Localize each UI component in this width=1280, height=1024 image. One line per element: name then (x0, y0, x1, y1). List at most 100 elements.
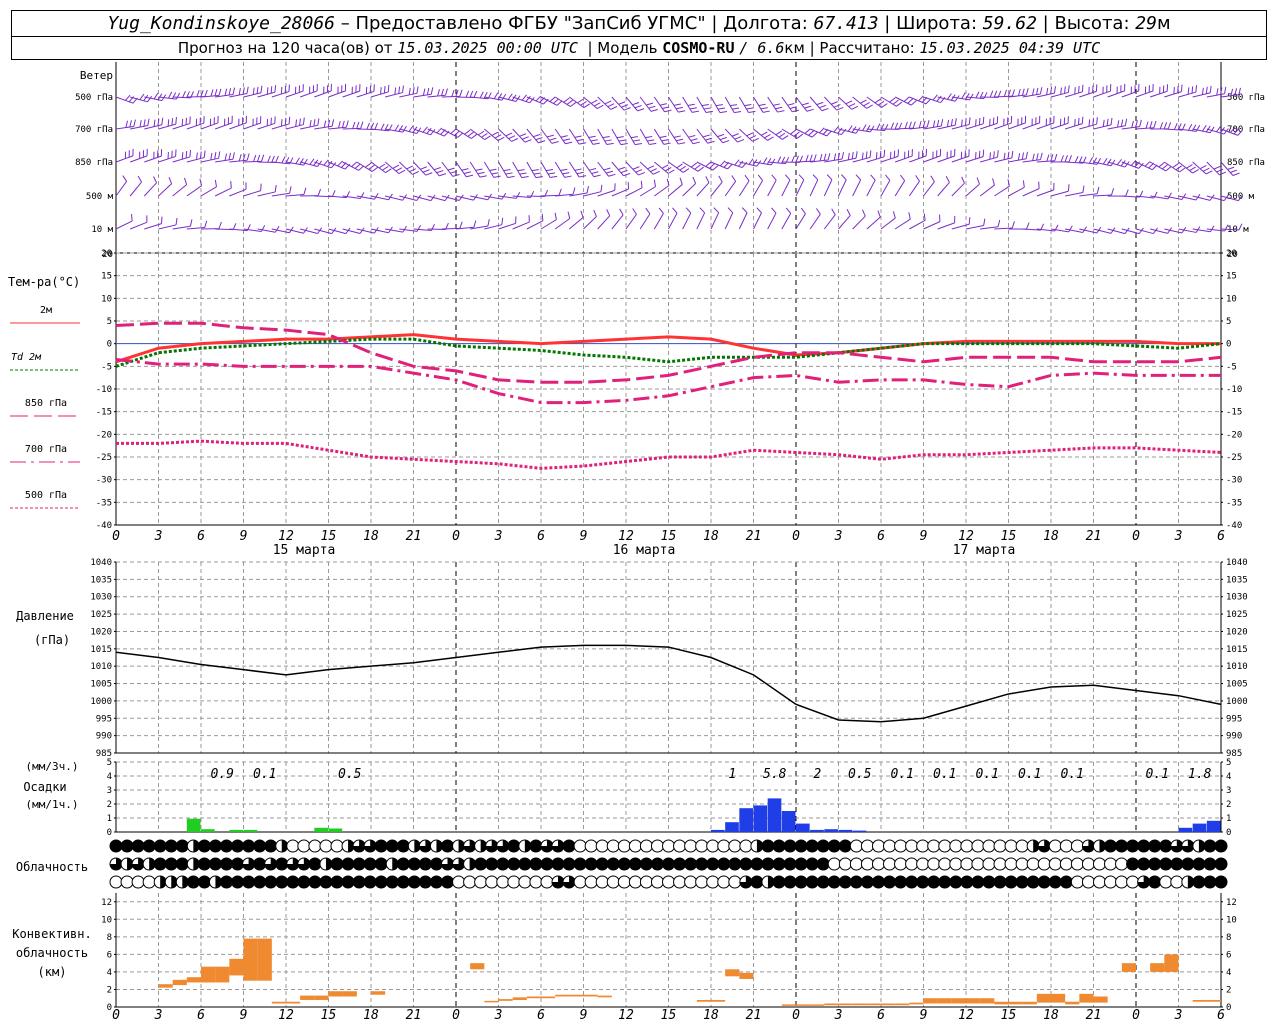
wind-barb-feather (535, 176, 543, 179)
wind-barb-feather (757, 174, 763, 181)
cloud-cover-symbol (1181, 839, 1195, 853)
wind-barb-feather (1172, 163, 1179, 168)
wind-barb (342, 161, 365, 171)
wind-barb-feather (1167, 122, 1172, 130)
cloud-circle (761, 839, 775, 853)
cloud-cover-symbol (816, 857, 830, 871)
cloud-circle (772, 875, 786, 889)
wind-barb-feather (621, 104, 629, 108)
cloud-cover-symbol (1059, 875, 1073, 889)
wind-barb (158, 149, 177, 163)
conv-bar (342, 991, 357, 997)
wind-barb (583, 184, 603, 197)
wind-barb-feather (862, 124, 867, 131)
wind-barb-feather (638, 171, 646, 176)
wind-level-label-left: 500 гПа (75, 93, 113, 103)
wind-barb (555, 187, 576, 197)
cloud-cover-symbol (109, 839, 123, 853)
wind-barb-feather (663, 142, 671, 145)
wind-barb-feather (590, 99, 598, 104)
cloud-cover-symbol (805, 839, 819, 853)
conv-ytick-left: 4 (107, 968, 112, 978)
cloud-cover-symbol (960, 839, 974, 853)
pressure-ytick-right: 990 (1226, 732, 1242, 742)
cloud-circle (1159, 875, 1173, 889)
cloud-circle (938, 839, 952, 853)
precip-bar (725, 822, 739, 832)
wind-barb-feather (242, 87, 245, 95)
wind-barb-feather (467, 131, 474, 137)
wind-barb (370, 161, 392, 174)
cloud-circle (1081, 875, 1095, 889)
wind-barb-shaft (243, 122, 261, 130)
wind-barb-shaft (880, 155, 899, 163)
wind-barb-shaft (682, 212, 692, 230)
temp-ytick-left: 5 (107, 317, 112, 327)
wind-barb-shaft (129, 155, 148, 163)
wind-barb-feather (1153, 120, 1157, 128)
header-forecast-row: Прогноз на 120 часа(ов) от 15.03.2025 00… (177, 39, 1101, 57)
wind-barb-shaft (866, 128, 885, 132)
wind-barb-feather (623, 107, 631, 111)
wind-barb-shaft (1178, 228, 1197, 233)
wind-barb-shaft (1220, 195, 1239, 202)
wind-barb-shaft (356, 228, 375, 234)
cloud-cover-symbol (739, 857, 753, 871)
cloud-circle (684, 875, 698, 889)
cloud-cover-symbol (1104, 857, 1117, 871)
cloud-circle (1170, 875, 1184, 889)
wind-barb-shaft (498, 161, 509, 178)
wind-barb-feather (653, 170, 660, 175)
cloud-cover-symbol (242, 839, 256, 853)
cloud-cover-symbol (606, 839, 620, 853)
precip-sum-label: 2 (813, 767, 821, 782)
wind-barb-shaft (441, 95, 460, 98)
cloud-circle (131, 875, 145, 889)
cloud-fill (132, 858, 145, 870)
cloud-circle (1048, 857, 1062, 871)
wind-barb (838, 208, 851, 230)
cloud-cover-symbol (938, 839, 952, 853)
conv-ytick-left: 0 (107, 1003, 112, 1013)
pressure-ytick-right: 985 (1226, 749, 1242, 759)
cloud-circle (1070, 875, 1084, 889)
conv-bar (526, 996, 541, 999)
cloud-cover-symbol (551, 839, 565, 853)
wind-barb (611, 208, 624, 230)
wind-barb (172, 177, 188, 197)
wind-barb (540, 128, 559, 144)
wind-barb (498, 93, 521, 102)
cloud-cover-symbol (883, 875, 896, 889)
cloud-cover-symbol (529, 875, 543, 889)
wind-barb-shaft (441, 128, 459, 138)
wind-barb-shaft (484, 224, 502, 230)
wind-barb (229, 153, 250, 163)
wind-barb-shaft (158, 155, 176, 163)
conv-xtick: 9 (240, 1008, 248, 1023)
wind-barb-feather (926, 120, 930, 128)
cloud-circle (739, 857, 753, 871)
cloud-circle (1159, 857, 1173, 871)
wind-barb-shaft (243, 190, 261, 197)
wind-barb (214, 115, 233, 130)
wind-barb-feather (903, 96, 910, 102)
wind-barb-shaft (342, 195, 361, 199)
conv-bar (1079, 993, 1094, 1003)
cloud-fill (264, 858, 277, 870)
wind-barb (1050, 225, 1073, 233)
station-name: Yug_Kondinskoye_28066 (107, 13, 336, 34)
pressure-title: Давление (16, 609, 74, 623)
cloud-cover-symbol (1048, 839, 1062, 853)
wind-barb-shaft (540, 161, 551, 178)
cloud-cover-symbol (772, 857, 786, 871)
wind-barb-shaft (1220, 128, 1239, 136)
wind-barb (937, 118, 957, 130)
wind-barb-feather (870, 174, 876, 181)
conv-bar (923, 998, 938, 1004)
wind-barb (441, 161, 460, 177)
wind-barb-shaft (342, 228, 361, 234)
precip-ytick-left: 0 (107, 828, 112, 838)
wind-barb-feather (469, 90, 474, 98)
conv-bar (583, 994, 598, 997)
wind-barb-feather (676, 163, 683, 169)
